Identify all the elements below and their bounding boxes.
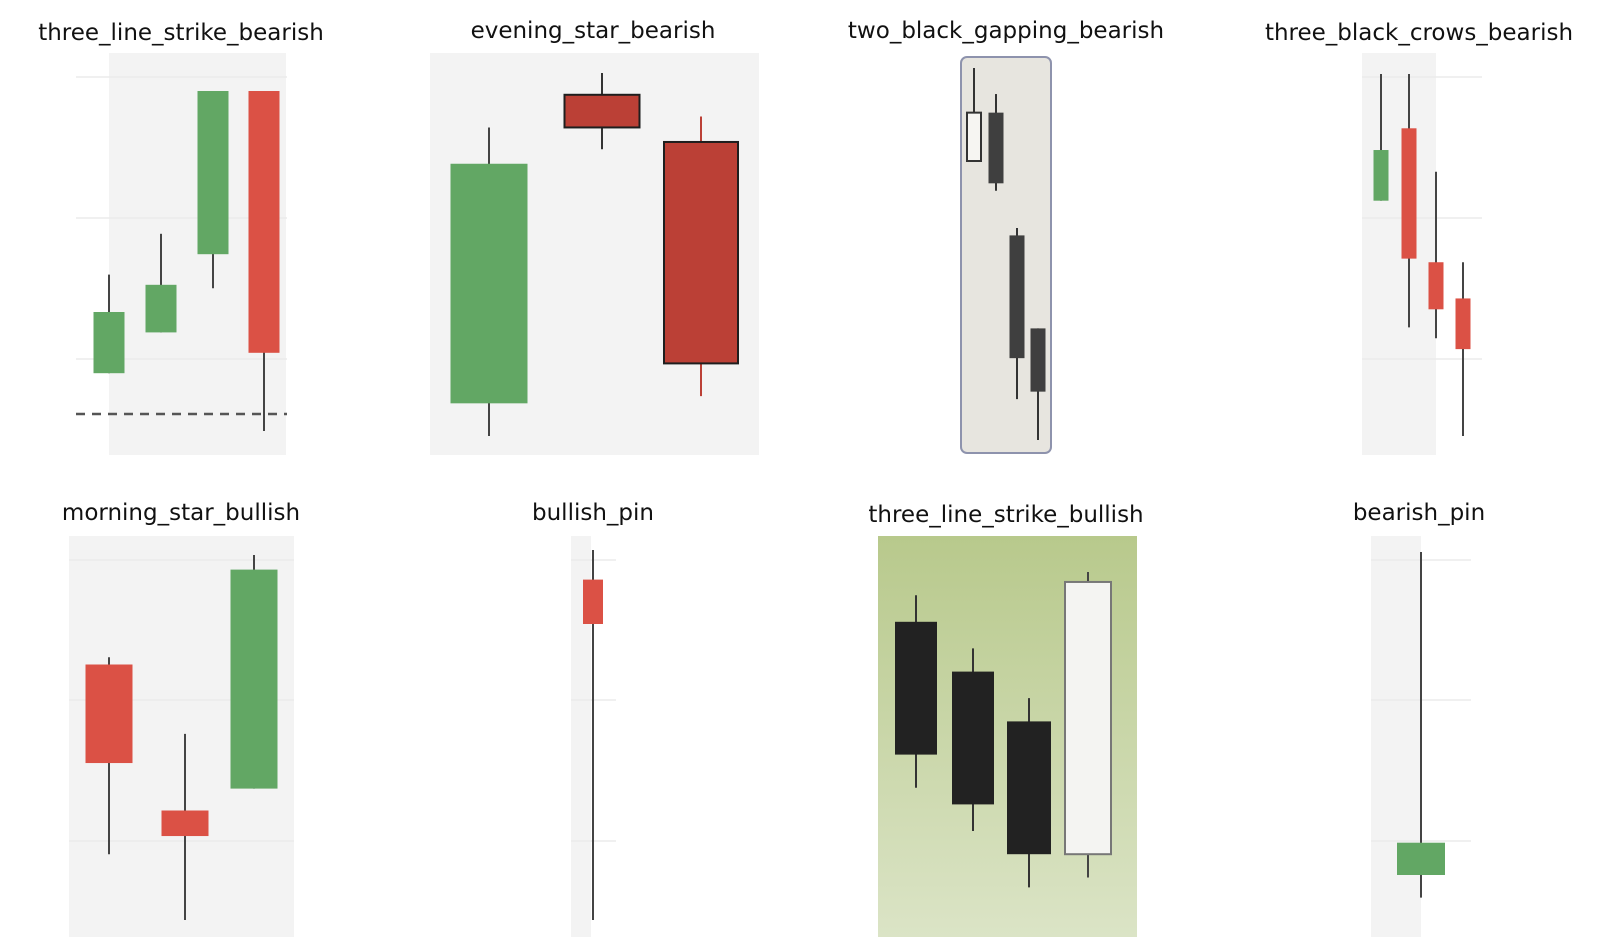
candlestick-chart-three-line-strike-bearish <box>76 53 287 455</box>
candle-body <box>145 284 177 333</box>
candle-body <box>583 579 603 624</box>
candle-body <box>895 621 937 755</box>
panel-background <box>960 56 1052 454</box>
candle-body <box>1397 842 1445 875</box>
candle-body <box>161 810 209 837</box>
candle-body <box>1030 328 1046 392</box>
panel-band <box>1362 53 1436 455</box>
chart-title: two_black_gapping_bearish <box>847 18 1165 44</box>
candle-body <box>1007 721 1051 855</box>
candle-body <box>1009 235 1025 359</box>
candlestick-chart-three-line-strike-bullish <box>878 536 1137 937</box>
chart-title: bullish_pin <box>532 500 654 526</box>
candlestick-chart-bullish-pin <box>571 536 616 937</box>
chart-title: three_line_strike_bullish <box>868 502 1144 528</box>
chart-title: morning_star_bullish <box>61 500 301 526</box>
candlestick-chart-evening-star-bearish <box>430 53 759 455</box>
candle-body <box>248 91 280 353</box>
candle-body <box>988 112 1004 184</box>
candle-body <box>1428 262 1444 310</box>
candle-body <box>85 664 133 764</box>
candle-body <box>450 163 528 404</box>
candle-body <box>952 671 994 805</box>
candlestick-chart-two-black-gapping-bearish <box>960 56 1052 454</box>
chart-title: three_line_strike_bearish <box>38 20 324 46</box>
candle-body <box>1373 150 1389 201</box>
chart-title: bearish_pin <box>1352 500 1486 526</box>
candle-body <box>1064 580 1112 856</box>
candle-body <box>563 93 641 129</box>
candle-body <box>230 569 278 789</box>
candlestick-chart-morning-star-bullish <box>69 536 294 937</box>
candle-body <box>93 312 125 374</box>
candle-body <box>197 91 229 255</box>
candle-body <box>1455 298 1471 350</box>
candlestick-chart-bearish-pin <box>1371 536 1471 937</box>
candlestick-chart-three-black-crows-bearish <box>1362 53 1482 455</box>
panel-band <box>571 536 591 937</box>
candle-body <box>663 140 739 365</box>
panel-band <box>1371 536 1421 937</box>
candle-body <box>966 111 982 162</box>
candle-body <box>1401 128 1417 259</box>
chart-title: evening_star_bearish <box>470 18 716 44</box>
chart-title: three_black_crows_bearish <box>1264 20 1574 46</box>
